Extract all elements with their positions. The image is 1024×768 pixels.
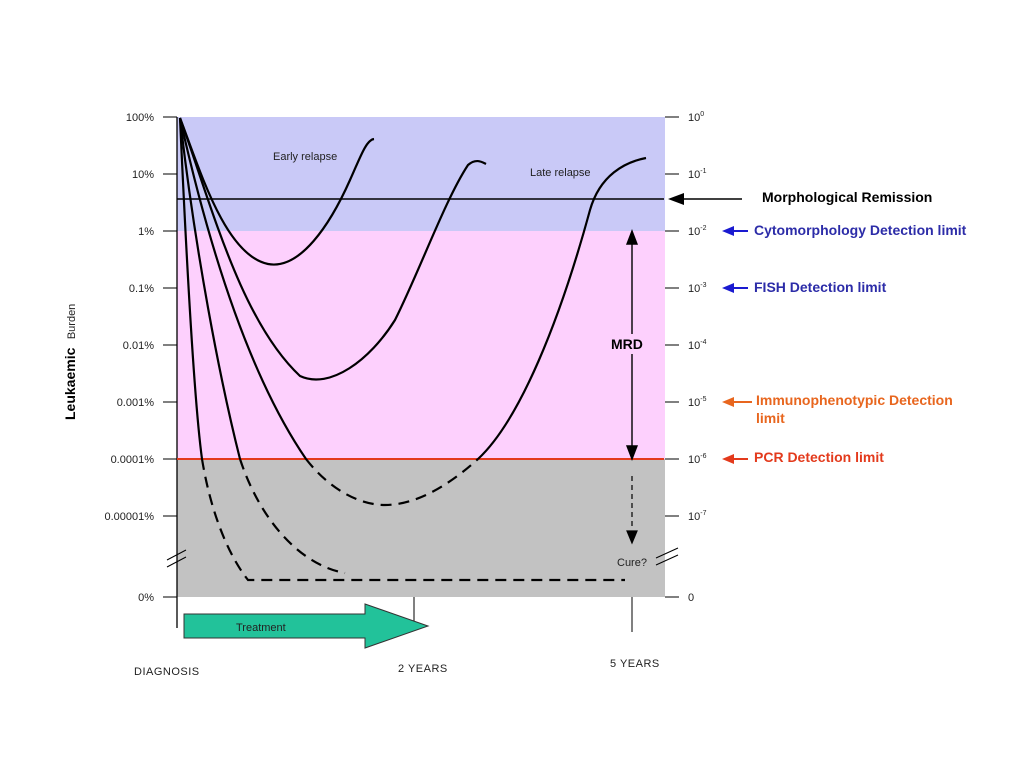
curve-fast-response-solid [178, 117, 204, 460]
curve-intermediate-relapse [178, 117, 487, 381]
treatment-label: Treatment [236, 622, 286, 634]
late-relapse-label: Late relapse [530, 167, 591, 179]
early-relapse-label: Early relapse [273, 151, 337, 163]
left-tick-label: 0% [138, 592, 154, 604]
cytomorphology-label: Cytomorphology Detection limit [754, 222, 967, 238]
zone-mrd [177, 231, 665, 459]
right-tick-label: 100 [688, 111, 704, 124]
left-tick-label: 0.1% [129, 283, 154, 295]
y-axis-label-rest: Burden [66, 304, 78, 339]
x-label-5-years: 5 YEARS [610, 658, 660, 670]
left-tick-label: 0.00001% [104, 511, 154, 523]
immunophenotypic-label-line1: Immunophenotypic Detection [756, 392, 953, 408]
left-tick-label: 0.0001% [111, 454, 155, 466]
curve-group [178, 117, 647, 582]
left-tick-label: 1% [138, 226, 154, 238]
curve-cure-solid [178, 117, 242, 460]
right-tick-label: 10-3 [688, 282, 707, 295]
mrd-label: MRD [611, 336, 643, 352]
pcr-label: PCR Detection limit [754, 449, 884, 465]
left-tick-label: 10% [132, 169, 154, 181]
morphological-remission-annotation: Morphological Remission [668, 189, 932, 205]
mrd-label-bg [605, 334, 651, 354]
cytomorphology-annotation: Cytomorphology Detection limit [722, 222, 967, 238]
curve-fast-response-dashed [200, 458, 625, 582]
y-axis-label-bold: Leukaemic [62, 347, 78, 420]
immunophenotypic-label-line2: limit [756, 410, 785, 426]
x-label-diagnosis: DIAGNOSIS [134, 666, 200, 678]
curve-late-relapse-rise [477, 156, 647, 460]
left-tick-label: 100% [126, 112, 154, 124]
curve-late-relapse-dashed [305, 458, 479, 507]
fish-label: FISH Detection limit [754, 279, 887, 295]
y-axis-label: Leukaemic Burden [62, 304, 79, 420]
right-tick-label: 10-6 [688, 453, 707, 466]
right-tick-label: 10-1 [688, 168, 707, 181]
left-axis-break [166, 549, 187, 568]
curve-cure-dashed [238, 458, 346, 575]
cure-label: Cure? [617, 557, 647, 569]
curve-early-relapse [178, 117, 375, 266]
right-axis-break [655, 547, 679, 566]
left-tick-label: 0.01% [123, 340, 154, 352]
left-tick-label: 0.001% [117, 397, 155, 409]
fish-annotation: FISH Detection limit [722, 279, 887, 295]
treatment-arrow: Treatment [183, 603, 430, 649]
curve-late-relapse-solid [178, 117, 307, 460]
zone-above-remission [177, 117, 665, 231]
zone-below-pcr [177, 459, 665, 597]
pcr-annotation: PCR Detection limit [722, 449, 884, 465]
left-tick-group: 100% 10% 1% 0.1% 0.01% 0.001% 0.0001% 0.00001% 0… [104, 112, 177, 604]
right-tick-label: 10-4 [688, 339, 707, 352]
right-tick-label: 10-5 [688, 396, 707, 409]
cure-arrow [626, 476, 638, 545]
right-tick-label: 0 [688, 592, 694, 604]
right-tick-label: 10-2 [688, 225, 707, 238]
x-label-2-years: 2 YEARS [398, 663, 448, 675]
immunophenotypic-annotation: Immunophenotypic Detection limit [722, 392, 953, 426]
right-tick-label: 10-7 [688, 510, 707, 523]
right-tick-group: 100 10-1 10-2 10-3 10-4 10-5 10-6 10-7 0 [665, 111, 707, 604]
morphological-remission-label: Morphological Remission [762, 189, 932, 205]
